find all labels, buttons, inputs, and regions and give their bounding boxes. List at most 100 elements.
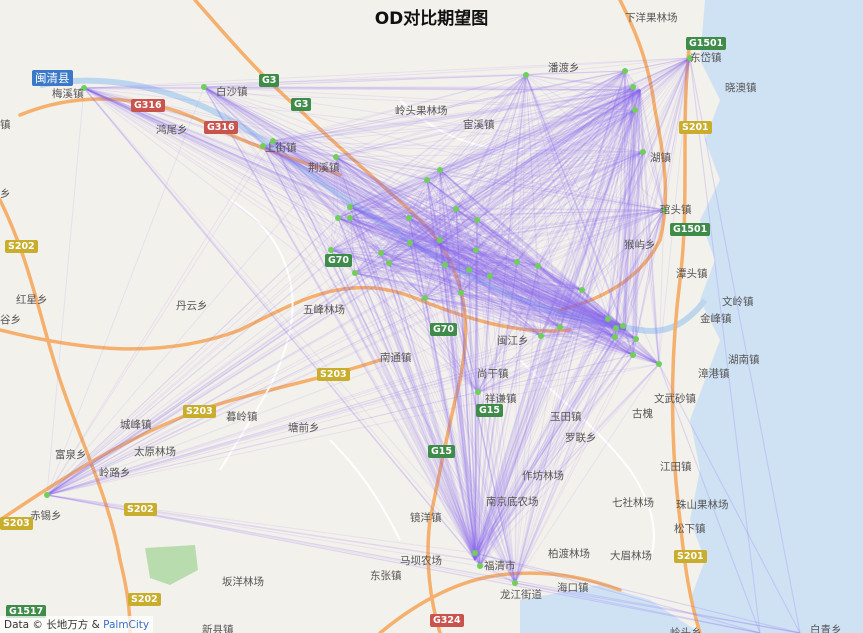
od-flow-line — [354, 272, 660, 365]
od-node[interactable] — [474, 217, 480, 223]
od-flow-line — [335, 156, 356, 274]
od-flow-line — [408, 217, 609, 320]
od-node[interactable] — [538, 333, 544, 339]
od-node[interactable] — [512, 580, 518, 586]
od-flow-line — [489, 275, 616, 338]
od-flow-line — [330, 109, 636, 251]
road-shield: G15 — [428, 445, 456, 458]
od-node[interactable] — [378, 250, 384, 256]
od-node[interactable] — [605, 316, 611, 322]
od-flow-line — [477, 338, 637, 393]
od-node[interactable] — [270, 138, 276, 144]
od-node[interactable] — [472, 550, 478, 556]
od-node[interactable] — [422, 295, 428, 301]
od-node[interactable] — [579, 287, 585, 293]
od-flow-line — [559, 318, 609, 328]
od-node[interactable] — [632, 107, 638, 113]
od-flow-line — [272, 140, 351, 208]
od-flow-line — [380, 252, 481, 567]
od-flow-line — [354, 109, 636, 274]
od-node[interactable] — [487, 273, 493, 279]
od-node[interactable] — [386, 260, 392, 266]
od-node[interactable] — [535, 263, 541, 269]
od-flow-line — [439, 209, 665, 246]
od-node[interactable] — [437, 237, 443, 243]
od-flow-line — [46, 74, 527, 496]
od-node[interactable] — [633, 336, 639, 342]
od-flow-line — [615, 57, 691, 329]
od-node[interactable] — [613, 325, 619, 331]
od-node[interactable] — [437, 167, 443, 173]
od-flow-line — [615, 327, 660, 365]
od-node[interactable] — [44, 492, 50, 498]
od-node[interactable] — [347, 215, 353, 221]
od-node[interactable] — [514, 259, 520, 265]
od-flow-line — [476, 219, 583, 291]
od-flow-line — [426, 70, 626, 181]
od-node[interactable] — [442, 262, 448, 268]
od-node[interactable] — [81, 85, 87, 91]
od-flow-line — [426, 179, 446, 266]
od-flow-line — [479, 326, 561, 567]
od-node[interactable] — [640, 149, 646, 155]
od-flow-line — [337, 217, 518, 263]
od-node[interactable] — [347, 204, 353, 210]
od-node[interactable] — [407, 240, 413, 246]
od-flow-line — [444, 70, 626, 266]
od-node[interactable] — [328, 247, 334, 253]
od-node[interactable] — [201, 84, 207, 90]
od-flow-line — [335, 156, 626, 331]
od-node[interactable] — [622, 68, 628, 74]
od-flow-line — [559, 326, 616, 338]
attribution-link[interactable]: PalmCity — [103, 619, 150, 631]
od-flow-line — [409, 242, 476, 554]
od-node[interactable] — [406, 215, 412, 221]
od-node[interactable] — [630, 84, 636, 90]
od-flow-line — [380, 252, 516, 584]
od-flow-line — [380, 89, 641, 254]
od-flow-line — [388, 262, 626, 331]
od-flow-line — [83, 87, 479, 393]
od-node[interactable] — [335, 215, 341, 221]
od-node[interactable] — [612, 334, 618, 340]
od-node[interactable] — [475, 389, 481, 395]
od-flow-line — [525, 74, 624, 327]
od-node[interactable] — [557, 324, 563, 330]
od-flow-line — [388, 262, 539, 267]
od-flow-line — [83, 87, 660, 365]
od-flow-line — [439, 239, 626, 331]
od-flow-line — [330, 249, 382, 254]
od-node[interactable] — [453, 206, 459, 212]
place-label: 福清市 — [484, 560, 516, 572]
od-node[interactable] — [523, 72, 529, 78]
od-flow-line — [455, 208, 609, 320]
od-node[interactable] — [260, 143, 266, 149]
od-flow-line — [479, 335, 542, 567]
od-flow-line — [635, 151, 644, 340]
od-node[interactable] — [687, 55, 693, 61]
od-node[interactable] — [458, 290, 464, 296]
od-flow-line — [83, 87, 477, 251]
od-node[interactable] — [466, 267, 472, 273]
od-flow-line — [439, 239, 470, 271]
od-flow-line — [337, 208, 457, 219]
od-node[interactable] — [352, 270, 358, 276]
od-flow-line — [203, 86, 583, 291]
od-node[interactable] — [477, 563, 483, 569]
od-node[interactable] — [333, 154, 339, 160]
od-node[interactable] — [630, 352, 636, 358]
od-node[interactable] — [620, 323, 626, 329]
od-flow-line — [439, 219, 478, 241]
od-flow-line — [349, 217, 411, 244]
od-node[interactable] — [424, 177, 430, 183]
od-node[interactable] — [661, 207, 667, 213]
od-node[interactable] — [656, 361, 662, 367]
od-flow-line — [525, 74, 637, 340]
od-flow-line — [460, 269, 470, 294]
od-flow-line — [337, 217, 411, 244]
od-flow-line — [444, 264, 479, 393]
od-node[interactable] — [473, 247, 479, 253]
od-flow-line — [581, 209, 665, 291]
